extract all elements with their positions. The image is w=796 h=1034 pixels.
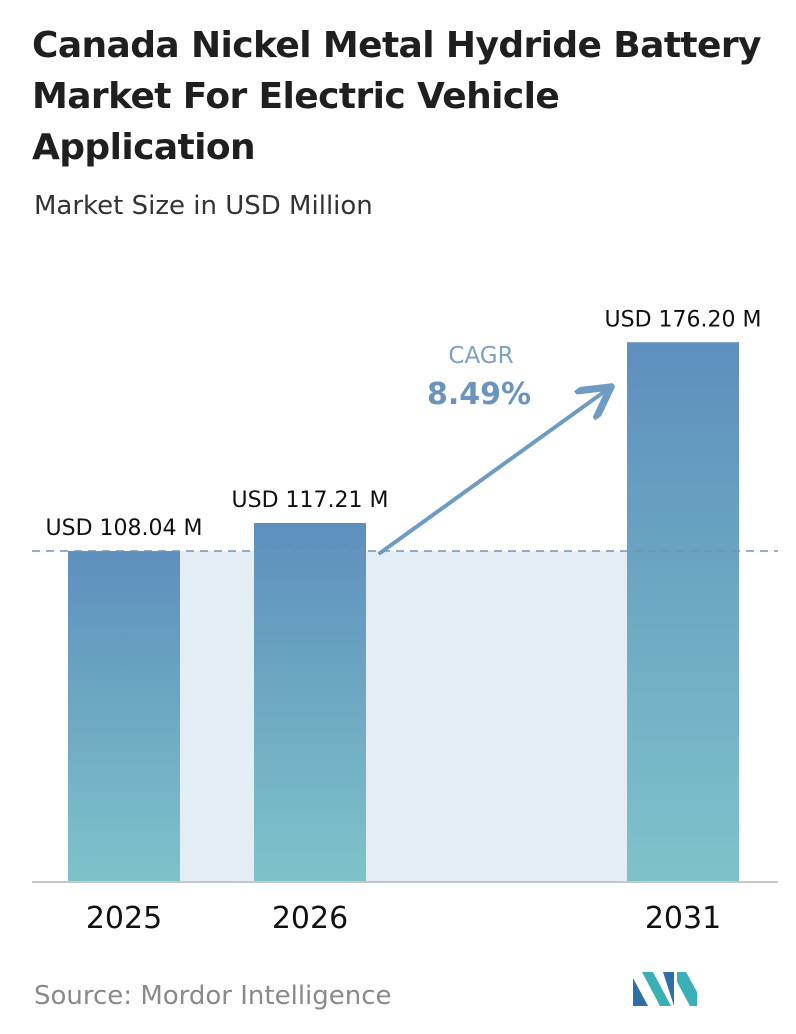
cagr-value: 8.49%: [427, 377, 531, 412]
data-label-2026: USD 117.21 M: [232, 488, 389, 513]
data-label-2031: USD 176.20 M: [605, 307, 762, 332]
cagr-arrow: [378, 389, 608, 555]
cagr-label: CAGR: [448, 343, 513, 369]
source-note: Source: Mordor Intelligence: [34, 981, 392, 1011]
category-label-2025: 2025: [86, 901, 162, 936]
bar-2031: [627, 342, 739, 882]
category-label-2031: 2031: [645, 901, 721, 936]
bar-chart: USD 108.04 M 2025 USD 117.21 M 2026 USD 176.…: [32, 307, 778, 936]
data-label-2025: USD 108.04 M: [46, 516, 203, 541]
category-label-2026: 2026: [272, 901, 348, 936]
chart-title: Canada Nickel Metal Hydride Battery Mark…: [32, 25, 761, 168]
mordor-intelligence-logo-icon: [633, 972, 697, 1006]
bar-2026: [254, 522, 366, 882]
bar-2025: [68, 551, 180, 882]
chart-subtitle: Market Size in USD Million: [34, 191, 373, 221]
